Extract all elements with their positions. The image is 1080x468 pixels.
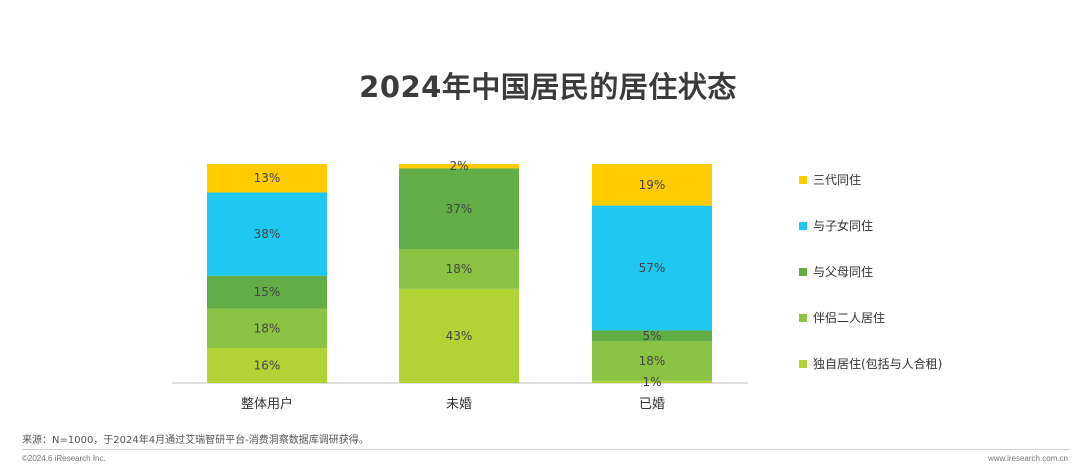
bars <box>207 164 712 383</box>
bar-segment <box>592 341 712 381</box>
legend-swatch <box>799 176 807 184</box>
stacked-bar-chart: 16%18%15%38%13%43%18%37%2%1%18%5%57%19% … <box>172 159 942 412</box>
data-label: 1% <box>642 375 661 389</box>
legend-label: 伴侣二人居住 <box>813 310 885 325</box>
bar-segment <box>592 205 712 331</box>
data-label: 37% <box>446 202 473 216</box>
bar-segment <box>207 192 327 276</box>
data-label: 16% <box>254 358 281 372</box>
footer-divider <box>22 449 1070 450</box>
copyright-text: ©2024.6 iResearch Inc. <box>22 454 106 463</box>
data-label: 18% <box>254 321 281 335</box>
x-tick-label: 未婚 <box>446 397 472 412</box>
legend-label: 与父母同住 <box>813 265 873 279</box>
bar-segment <box>399 164 519 169</box>
x-tick-label: 已婚 <box>639 397 665 412</box>
legend-swatch <box>799 360 807 368</box>
x-tick-label: 整体用户 <box>241 396 293 412</box>
bar-segment <box>399 288 519 383</box>
data-label: 5% <box>642 329 661 343</box>
data-label: 57% <box>639 261 666 275</box>
legend-swatch <box>799 314 807 322</box>
x-tick-labels: 整体用户 未婚 已婚 <box>241 396 665 412</box>
data-label: 38% <box>254 227 281 241</box>
bar-segment <box>207 308 327 348</box>
legend-swatch <box>799 268 807 276</box>
data-labels: 16% 18% 15% 38% 13% 43% 18% 37% 2% 1% 18% 5% 57% 19% <box>254 159 666 389</box>
data-label: 19% <box>639 178 666 192</box>
bar-segment <box>592 380 712 383</box>
data-label: 43% <box>446 329 473 343</box>
bar-segment <box>399 168 519 250</box>
source-note: 来源：N=1000，于2024年4月通过艾瑞智研平台-消费洞察数据库调研获得。 <box>22 435 369 446</box>
data-label: 18% <box>446 262 473 276</box>
data-label: 2% <box>449 159 468 173</box>
data-label: 18% <box>639 354 666 368</box>
data-label: 13% <box>254 171 281 185</box>
bar-segment <box>399 249 519 289</box>
legend-label: 三代同住 <box>813 173 861 187</box>
legend-label: 与子女同住 <box>813 218 873 233</box>
chart-title: 2024年中国居民的居住状态 <box>359 70 737 104</box>
bar-segment <box>592 330 712 342</box>
bar-segment <box>592 164 712 206</box>
website-link[interactable]: www.iresearch.com.cn <box>987 454 1068 463</box>
data-label: 15% <box>254 285 281 299</box>
legend-label: 独自居住(包括与人合租) <box>813 356 942 371</box>
bar-segment <box>207 164 327 193</box>
bar-segment <box>207 275 327 309</box>
legend-swatch <box>799 222 807 230</box>
bar-segment <box>207 347 327 383</box>
